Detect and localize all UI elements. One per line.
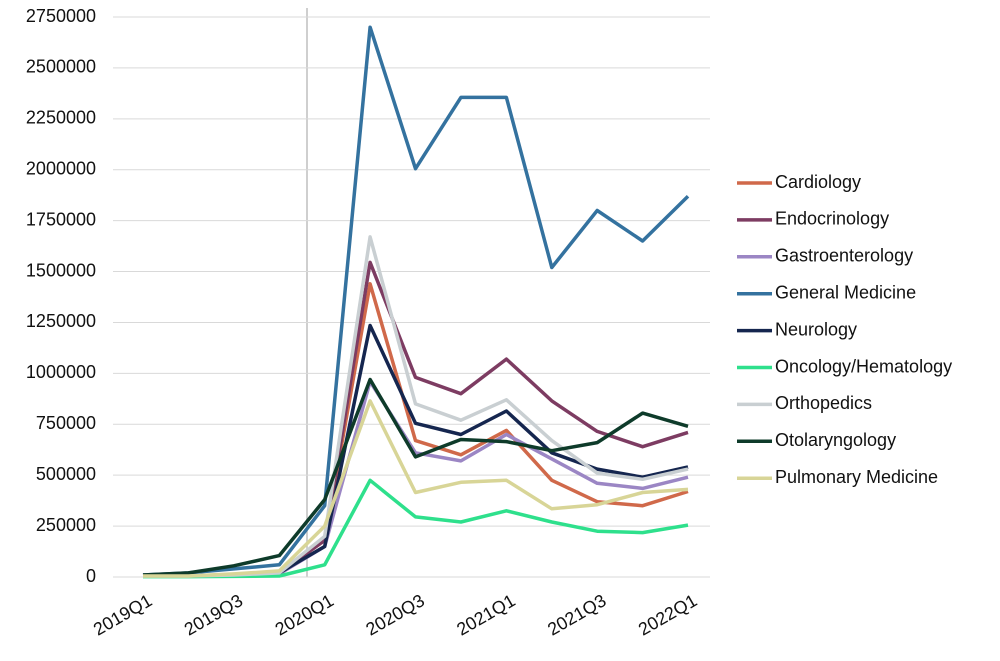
x-tick-label: 2019Q3 [181, 590, 246, 639]
series-line [143, 478, 689, 579]
y-tick-label: 0 [86, 566, 96, 586]
legend-label: Oncology/Hematology [775, 356, 952, 376]
x-tick-label: 2020Q3 [362, 590, 427, 639]
y-tick-label: 1500000 [26, 260, 96, 280]
y-tick-label: 2250000 [26, 108, 96, 128]
y-tick-label: 2500000 [26, 57, 96, 77]
legend-label: General Medicine [775, 282, 916, 302]
y-tick-label: 250000 [36, 515, 96, 535]
x-tick-label: 2022Q1 [635, 590, 700, 639]
x-tick-label: 2021Q3 [544, 590, 609, 639]
y-tick-label: 2750000 [26, 6, 96, 26]
x-tick-label: 2019Q1 [90, 590, 155, 639]
y-tick-label: 500000 [36, 464, 96, 484]
legend-label: Orthopedics [775, 393, 872, 413]
series-line [143, 235, 689, 578]
x-tick-label: 2021Q1 [453, 590, 518, 639]
legend-label: Otolaryngology [775, 430, 896, 450]
series-line [142, 377, 689, 577]
y-tick-label: 1000000 [26, 362, 96, 382]
legend-label: Pulmonary Medicine [775, 467, 938, 487]
x-tick-label: 2020Q1 [272, 590, 337, 639]
legend-label: Neurology [775, 319, 857, 339]
legend-label: Gastroenterology [775, 246, 913, 266]
series-line [142, 25, 690, 577]
series-line [143, 399, 689, 578]
y-tick-label: 1250000 [26, 311, 96, 331]
series-line [143, 379, 689, 578]
y-tick-label: 1750000 [26, 209, 96, 229]
legend-label: Endocrinology [775, 209, 889, 229]
y-tick-label: 750000 [36, 413, 96, 433]
legend-label: Cardiology [775, 172, 861, 192]
y-tick-label: 2000000 [26, 158, 96, 178]
